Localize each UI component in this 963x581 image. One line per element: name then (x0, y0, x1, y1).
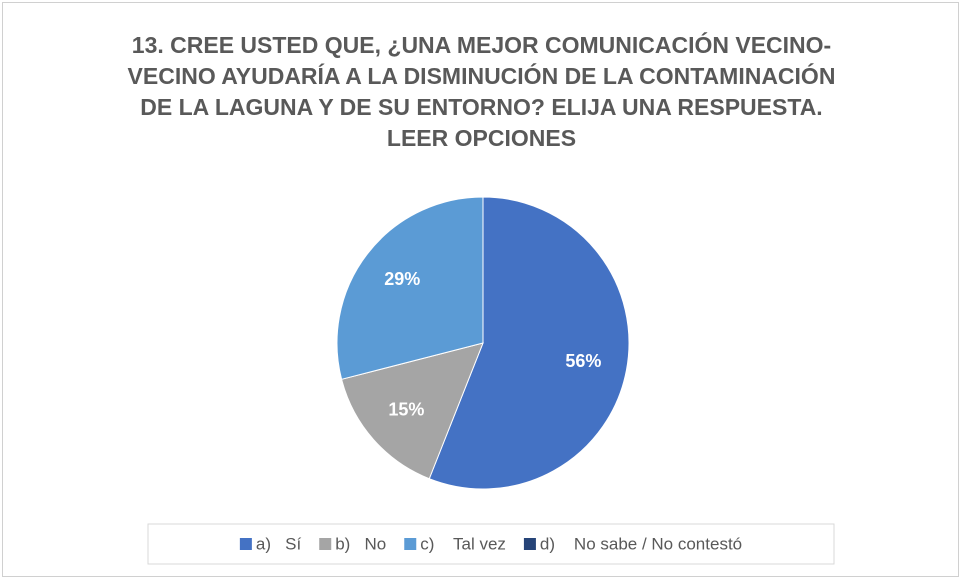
chart-title: 13. CREE USTED QUE, ¿UNA MEJOR COMUNICAC… (127, 32, 836, 151)
legend-swatch (523, 538, 536, 550)
legend-label: d) No sabe / No contestó (540, 534, 742, 553)
legend-label: b) No (335, 534, 386, 553)
legend-swatch (239, 538, 252, 550)
data-label: 15% (388, 399, 424, 419)
pie-slice (428, 196, 630, 490)
legend-swatch (404, 538, 417, 550)
legend-label: c) Tal vez (420, 534, 506, 553)
pie-slice (336, 196, 484, 380)
legend-label: a) Sí (256, 534, 302, 553)
legend-box (147, 523, 835, 565)
data-label: 56% (565, 351, 601, 371)
data-label: 29% (384, 269, 420, 289)
pie-slice (340, 342, 484, 480)
legend-swatch (319, 538, 332, 550)
